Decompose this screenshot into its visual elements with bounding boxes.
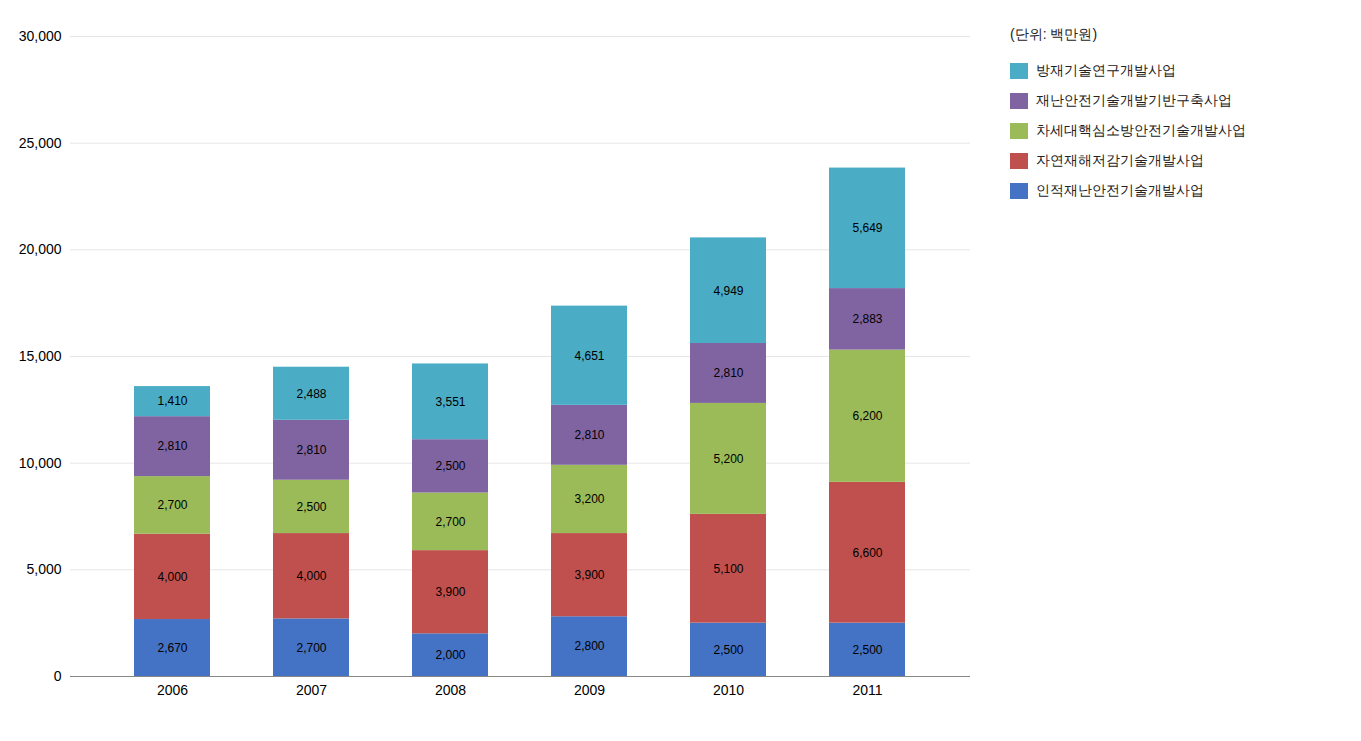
- svg-text:2,500: 2,500: [296, 500, 326, 514]
- svg-text:6,600: 6,600: [852, 546, 882, 560]
- svg-text:2,810: 2,810: [296, 443, 326, 457]
- svg-text:3,900: 3,900: [435, 585, 465, 599]
- svg-text:2,000: 2,000: [435, 648, 465, 662]
- svg-text:2,700: 2,700: [435, 515, 465, 529]
- svg-text:4,000: 4,000: [157, 570, 187, 584]
- svg-text:2,810: 2,810: [713, 366, 743, 380]
- svg-text:2010: 2010: [713, 682, 744, 698]
- svg-text:2006: 2006: [157, 682, 188, 698]
- html-text:차세대핵심소방안전기술개발사업: 차세대핵심소방안전기술개발사업: [1036, 122, 1246, 138]
- svg-text:3,551: 3,551: [435, 395, 465, 409]
- svg-text:2,700: 2,700: [157, 498, 187, 512]
- svg-text:5,649: 5,649: [852, 221, 882, 235]
- svg-text:2009: 2009: [574, 682, 605, 698]
- svg-text:3,200: 3,200: [574, 492, 604, 506]
- svg-text:15,000: 15,000: [19, 348, 62, 364]
- svg-text:5,100: 5,100: [713, 562, 743, 576]
- html-text:재난안전기술개발기반구축사업: 재난안전기술개발기반구축사업: [1036, 92, 1232, 108]
- svg-text:2,500: 2,500: [435, 459, 465, 473]
- svg-text:2,800: 2,800: [574, 639, 604, 653]
- svg-text:2,488: 2,488: [296, 387, 326, 401]
- svg-text:4,000: 4,000: [296, 569, 326, 583]
- svg-text:6,200: 6,200: [852, 409, 882, 423]
- svg-text:4,949: 4,949: [713, 284, 743, 298]
- svg-text:4,651: 4,651: [574, 349, 604, 363]
- svg-text:10,000: 10,000: [19, 455, 62, 471]
- svg-text:2007: 2007: [296, 682, 327, 698]
- svg-text:2,810: 2,810: [574, 428, 604, 442]
- svg-text:2008: 2008: [435, 682, 466, 698]
- svg-text:2,670: 2,670: [157, 641, 187, 655]
- svg-text:3,900: 3,900: [574, 568, 604, 582]
- svg-text:2,500: 2,500: [852, 643, 882, 657]
- html-text:인적재난안전기술개발사업: 인적재난안전기술개발사업: [1036, 182, 1204, 198]
- html-text:방재기술연구개발사업: 방재기술연구개발사업: [1036, 62, 1176, 78]
- html-text:(단위: 백만원): (단위: 백만원): [1010, 26, 1098, 42]
- svg-text:1,410: 1,410: [157, 394, 187, 408]
- svg-text:2,810: 2,810: [157, 439, 187, 453]
- svg-text:0: 0: [54, 668, 62, 684]
- svg-text:2,500: 2,500: [713, 643, 743, 657]
- svg-text:25,000: 25,000: [19, 135, 62, 151]
- svg-text:2,883: 2,883: [852, 312, 882, 326]
- html-text:자연재해저감기술개발사업: 자연재해저감기술개발사업: [1036, 152, 1204, 168]
- svg-text:30,000: 30,000: [19, 28, 62, 44]
- svg-text:5,200: 5,200: [713, 452, 743, 466]
- svg-text:20,000: 20,000: [19, 241, 62, 257]
- svg-text:5,000: 5,000: [26, 561, 61, 577]
- svg-text:2011: 2011: [852, 682, 882, 698]
- svg-text:2,700: 2,700: [296, 641, 326, 655]
